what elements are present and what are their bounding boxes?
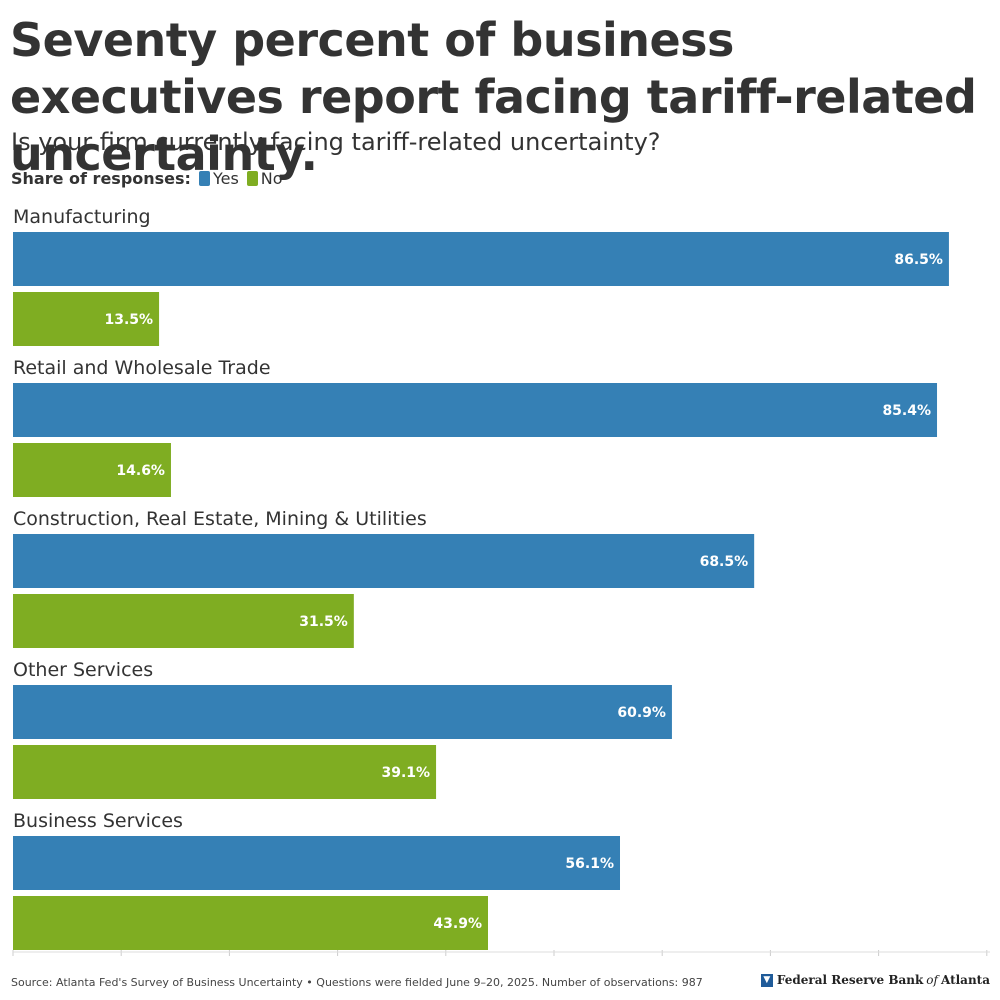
data-label: 31.5%: [299, 614, 348, 630]
legend-item-no: No: [246, 169, 283, 188]
bar-yes: [13, 383, 938, 437]
bar-chart: Manufacturing 86.5% 13.5% Retail and Wholes…: [12, 206, 990, 956]
data-label: 39.1%: [381, 765, 430, 781]
data-label: 85.4%: [882, 403, 931, 419]
data-label: 86.5%: [894, 252, 943, 268]
bar-no: [13, 594, 354, 648]
legend-text-no: No: [260, 169, 283, 188]
data-label: 60.9%: [617, 705, 666, 721]
bar-no: [13, 292, 160, 346]
category-label: Other Services: [13, 659, 153, 681]
category-label: Retail and Wholesale Trade: [13, 357, 271, 379]
legend-label: Share of responses:: [11, 169, 191, 188]
category-label: Construction, Real Estate, Mining & Util…: [13, 508, 427, 530]
legend-swatch-no: [246, 171, 258, 186]
source-note: Source: Atlanta Fed's Survey of Business…: [11, 976, 703, 989]
data-label: 56.1%: [565, 856, 614, 872]
data-label: 68.5%: [700, 554, 749, 570]
category-label: Business Services: [13, 810, 183, 832]
fed-logo-text-3: Atlanta: [940, 973, 990, 987]
bar-yes: [13, 685, 672, 739]
bar-yes: [13, 534, 755, 588]
fed-logo-icon: ▼: [760, 973, 773, 987]
bar-no: [13, 896, 488, 950]
data-label: 43.9%: [433, 916, 482, 932]
legend-text-yes: Yes: [212, 169, 239, 188]
category-label: Manufacturing: [13, 206, 151, 228]
chart-subtitle: Is your firm currently facing tariff-rel…: [11, 128, 661, 156]
bar-yes: [13, 232, 949, 286]
bar-no: [13, 443, 171, 497]
bar-no: [13, 745, 437, 799]
data-label: 14.6%: [116, 463, 165, 479]
bar-yes: [13, 836, 621, 890]
data-label: 13.5%: [104, 312, 153, 328]
fed-logo: ▼ Federal Reserve Bank of Atlanta: [760, 973, 990, 987]
legend: Share of responses: Yes No: [11, 169, 291, 188]
legend-item-yes: Yes: [198, 169, 239, 188]
legend-swatch-yes: [198, 171, 210, 186]
fed-logo-text-2: of: [926, 973, 938, 987]
fed-logo-text-1: Federal Reserve Bank: [776, 973, 924, 987]
chart-title: Seventy percent of business executives r…: [10, 13, 977, 181]
